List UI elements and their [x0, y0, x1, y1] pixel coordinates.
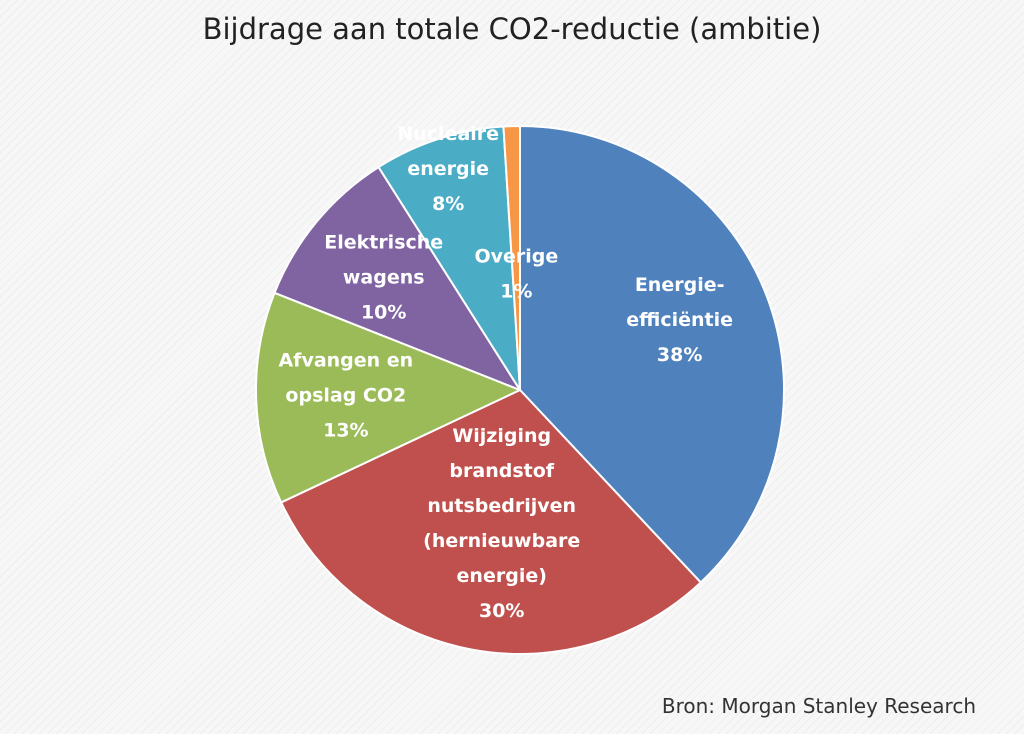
slice-label-elektrische-wagens: Elektrische wagens 10% — [324, 231, 443, 323]
pie-slice-afvangen-en-opslag-co2 — [255, 291, 521, 504]
slice-label-line: Elektrische — [324, 231, 443, 253]
slice-label-line: Wijziging — [452, 425, 551, 447]
slice-label-line: Afvangen en — [278, 349, 413, 371]
pie-slice-nucleaire-energie — [377, 125, 521, 391]
slice-label-line: Nucleaire — [397, 123, 499, 145]
pie-slice-overige — [502, 124, 521, 391]
slice-value-label: 13% — [323, 419, 368, 441]
slice-label-overige: Overige 1% — [474, 245, 558, 302]
pie-slice-energie-efficientie — [519, 125, 785, 584]
slice-value-label: 38% — [657, 344, 702, 366]
pie-slice-wijziging-brandstof-nutsbedrijven-hernieuwbare-energie — [280, 389, 702, 655]
slice-label-line: nutsbedrijven — [427, 495, 576, 517]
slice-label-line: opslag CO2 — [285, 384, 406, 406]
pie-slices — [255, 124, 785, 655]
slice-value-label: 30% — [479, 600, 524, 622]
slice-value-label: 8% — [432, 193, 464, 215]
slice-value-label: 1% — [500, 280, 532, 302]
slice-label-nucleaire-energie: Nucleaire energie 8% — [397, 123, 499, 215]
pie-labels: Energie-efficiëntie 38% Wijziging brandstof… — [278, 123, 733, 622]
source-note: Bron: Morgan Stanley Research — [661, 694, 976, 718]
slice-label-line: energie) — [457, 565, 547, 587]
slice-label-line: efficiëntie — [626, 309, 733, 331]
slice-label-line: Overige — [474, 245, 558, 267]
slice-label-afvangen-en-opslag-co2: Afvangen en opslag CO2 13% — [278, 349, 413, 441]
slice-label-wijziging-brandstof-nutsbedrijven-hernieuwbare-energie: Wijziging brandstof nutsbedrijven (hernieuw… — [423, 425, 580, 622]
chart-title: Bijdrage aan totale CO2-reductie (ambiti… — [202, 12, 822, 46]
slice-label-line: (hernieuwbare — [423, 530, 580, 552]
slice-label-line: energie — [407, 158, 489, 180]
slice-label-energie-efficientie: Energie-efficiëntie 38% — [626, 274, 733, 366]
pie-slice-elektrische-wagens — [273, 166, 521, 391]
slice-label-line: brandstof — [449, 460, 554, 482]
slice-label-line: wagens — [343, 266, 425, 288]
slice-label-line: Energie- — [635, 274, 725, 296]
slice-value-label: 10% — [361, 301, 406, 323]
